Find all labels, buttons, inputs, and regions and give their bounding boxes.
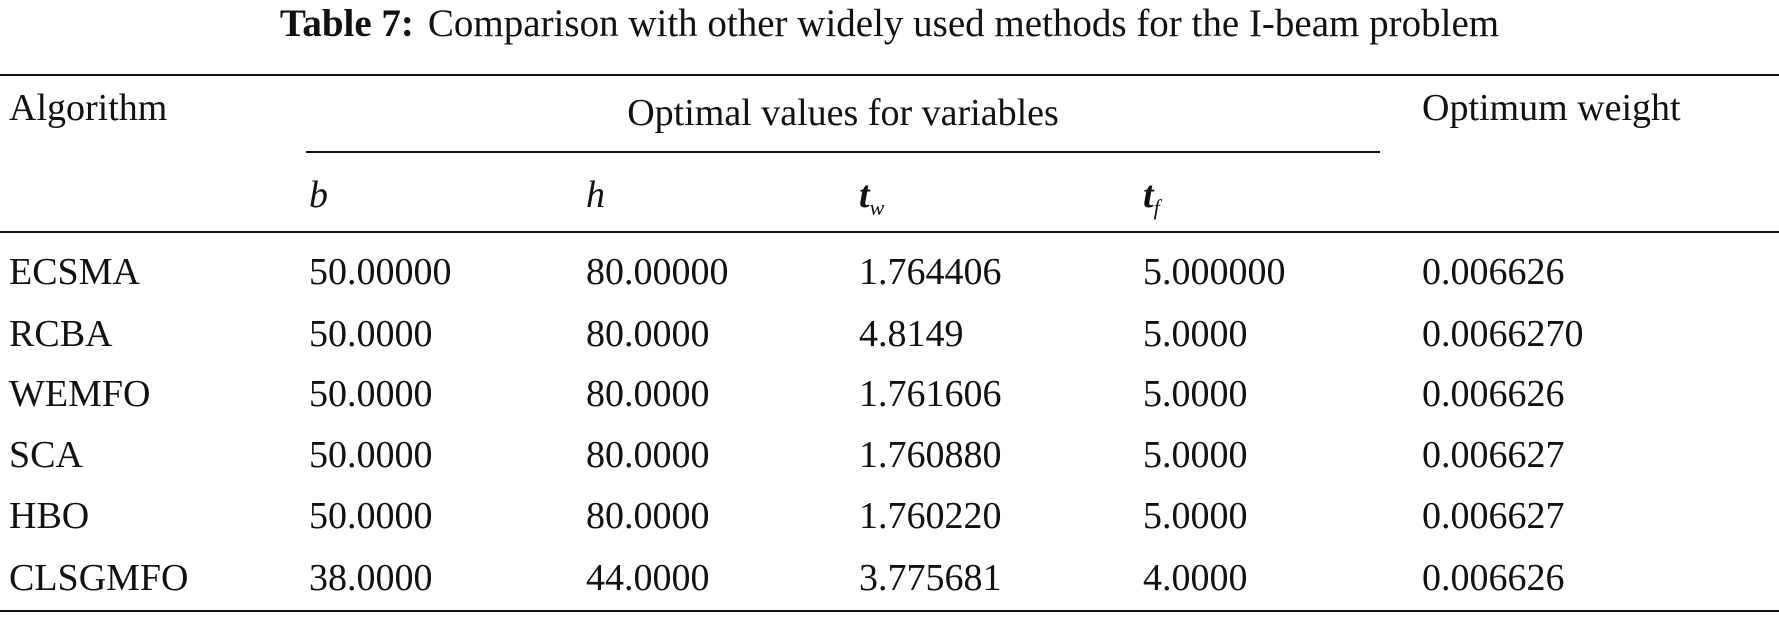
table-cell: 1.760220 — [859, 495, 1002, 537]
variable-subscript: f — [1153, 195, 1160, 220]
variable-symbol: h — [586, 174, 605, 216]
table-cell: 4.0000 — [1143, 557, 1248, 599]
table-cell: 0.006627 — [1422, 495, 1565, 537]
table-cell: 44.0000 — [586, 557, 710, 599]
header-group: Optimal values for variables — [627, 92, 1059, 134]
table-cell: 5.0000 — [1143, 495, 1248, 537]
variable-symbol: b — [309, 174, 328, 216]
bottom-rule — [0, 610, 1779, 612]
header-cell: Algorithm — [9, 87, 168, 129]
algorithm-name: ECSMA — [9, 251, 140, 293]
table-cell: 0.006626 — [1422, 557, 1565, 599]
top-rule — [0, 74, 1779, 76]
algorithm-name: CLSGMFO — [9, 557, 189, 599]
table-cell: 1.764406 — [859, 251, 1002, 293]
table-cell: 80.0000 — [586, 313, 710, 355]
variable-subscript: w — [869, 195, 885, 220]
algorithm-name: HBO — [9, 495, 90, 537]
table-cell: 80.0000 — [586, 434, 710, 476]
algorithm-name: SCA — [9, 434, 83, 476]
table-title: Comparison with other widely used method… — [427, 2, 1500, 45]
table-cell: 0.0066270 — [1422, 313, 1584, 355]
table-cell: 3.775681 — [859, 557, 1002, 599]
header-rule — [0, 231, 1779, 233]
table-cell: 80.0000 — [586, 373, 710, 415]
group-rule — [306, 151, 1380, 153]
table-cell: 0.006626 — [1422, 373, 1565, 415]
algorithm-name: RCBA — [9, 313, 113, 355]
table-cell: 50.00000 — [309, 251, 452, 293]
table-cell: 50.0000 — [309, 434, 433, 476]
algorithm-name: WEMFO — [9, 373, 151, 415]
header-cell: Optimum weight — [1422, 87, 1681, 129]
table-cell: 50.0000 — [309, 373, 433, 415]
table-cell: 5.000000 — [1143, 251, 1286, 293]
variable-symbol: tw — [859, 174, 885, 220]
subheader-cell: tf — [1143, 173, 1160, 230]
table-cell: 0.006626 — [1422, 251, 1565, 293]
subheader-cell: h — [586, 173, 605, 217]
subheader-cell: tw — [859, 173, 884, 230]
table-cell: 50.0000 — [309, 313, 433, 355]
table-label: Table 7: — [279, 2, 414, 45]
table-cell: 4.8149 — [859, 313, 964, 355]
table-cell: 1.761606 — [859, 373, 1002, 415]
table-cell: 38.0000 — [309, 557, 433, 599]
table-cell: 1.760880 — [859, 434, 1002, 476]
subheader-cell: b — [309, 173, 328, 217]
table-caption: Table 7: Comparison with other widely use… — [0, 2, 1779, 46]
table-cell: 5.0000 — [1143, 313, 1248, 355]
table-cell: 0.006627 — [1422, 434, 1565, 476]
table-cell: 80.0000 — [586, 495, 710, 537]
table-cell: 5.0000 — [1143, 373, 1248, 415]
table-cell: 5.0000 — [1143, 434, 1248, 476]
table-cell: 80.00000 — [586, 251, 729, 293]
table-cell: 50.0000 — [309, 495, 433, 537]
variable-symbol: tf — [1143, 174, 1160, 220]
